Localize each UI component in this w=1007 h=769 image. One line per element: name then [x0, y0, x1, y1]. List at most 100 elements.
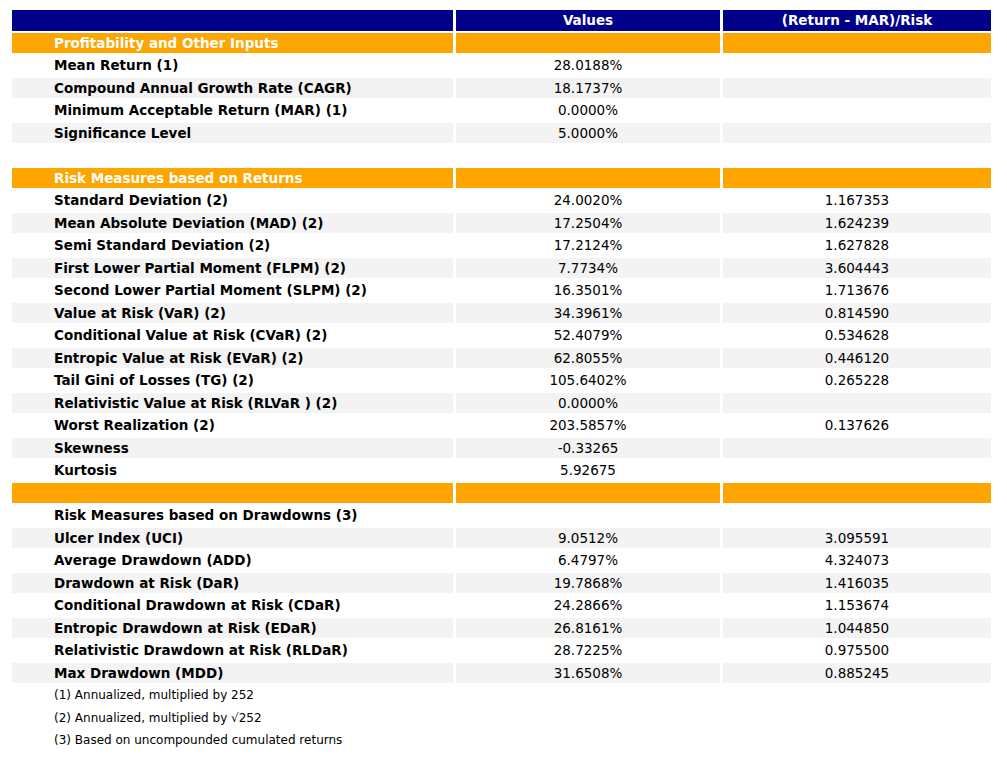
metric-value-cell: 6.4797%: [456, 550, 720, 571]
metric-label-cell: [12, 145, 453, 166]
metric-value-cell: [456, 708, 720, 729]
metric-label-cell: Risk Measures based on Returns: [12, 168, 453, 189]
table-row: Risk Measures based on Drawdowns (3): [12, 505, 991, 526]
metric-ratio-cell: 0.885245: [723, 663, 991, 684]
table-row: [12, 145, 991, 166]
metric-label-cell: Second Lower Partial Moment (SLPM) (2): [12, 280, 453, 301]
metric-ratio-cell: [723, 145, 991, 166]
column-header-return-mar-risk: (Return - MAR)/Risk: [723, 10, 991, 31]
table-row: Value at Risk (VaR) (2) 34.3961% 0.81459…: [12, 303, 991, 324]
metric-ratio-cell: 4.324073: [723, 550, 991, 571]
table-row: Significance Level 5.0000%: [12, 123, 991, 144]
table-row: Relativistic Value at Risk (RLVaR ) (2) …: [12, 393, 991, 414]
metric-ratio-cell: 1.713676: [723, 280, 991, 301]
table-row: Conditional Value at Risk (CVaR) (2) 52.…: [12, 325, 991, 346]
metric-label-cell: Skewness: [12, 438, 453, 459]
metric-label-cell: Mean Absolute Deviation (MAD) (2): [12, 213, 453, 234]
metric-ratio-cell: 3.095591: [723, 528, 991, 549]
risk-metrics-table: Values (Return - MAR)/Risk Profitability…: [9, 8, 994, 753]
metric-value-cell: [456, 483, 720, 504]
metric-value-cell: [456, 685, 720, 706]
metric-label-cell: Minimum Acceptable Return (MAR) (1): [12, 100, 453, 121]
metric-ratio-cell: [723, 55, 991, 76]
metric-ratio-cell: 1.627828: [723, 235, 991, 256]
metric-value-cell: 26.8161%: [456, 618, 720, 639]
metric-label-cell: Mean Return (1): [12, 55, 453, 76]
metric-label-cell: Standard Deviation (2): [12, 190, 453, 211]
table-row: Average Drawdown (ADD) 6.4797% 4.324073: [12, 550, 991, 571]
metric-value-cell: 0.0000%: [456, 100, 720, 121]
table-row: Tail Gini of Losses (TG) (2) 105.6402% 0…: [12, 370, 991, 391]
table-row: Semi Standard Deviation (2) 17.2124% 1.6…: [12, 235, 991, 256]
metric-ratio-cell: [723, 78, 991, 99]
table-row: (2) Annualized, multiplied by √252: [12, 708, 991, 729]
metric-value-cell: 105.6402%: [456, 370, 720, 391]
metric-ratio-cell: [723, 708, 991, 729]
table-row: Worst Realization (2) 203.5857% 0.137626: [12, 415, 991, 436]
metric-ratio-cell: [723, 438, 991, 459]
metric-label-cell: (3) Based on uncompounded cumulated retu…: [12, 730, 453, 751]
metric-ratio-cell: [723, 730, 991, 751]
metric-ratio-cell: [723, 505, 991, 526]
metric-value-cell: 16.3501%: [456, 280, 720, 301]
metric-label-cell: Worst Realization (2): [12, 415, 453, 436]
metric-ratio-cell: 0.265228: [723, 370, 991, 391]
metric-ratio-cell: [723, 685, 991, 706]
metric-label-cell: [12, 483, 453, 504]
metric-value-cell: 9.0512%: [456, 528, 720, 549]
metric-ratio-cell: 0.534628: [723, 325, 991, 346]
metric-value-cell: 0.0000%: [456, 393, 720, 414]
metric-ratio-cell: 3.604443: [723, 258, 991, 279]
metric-label-cell: Kurtosis: [12, 460, 453, 481]
metric-value-cell: 62.8055%: [456, 348, 720, 369]
table-row: Second Lower Partial Moment (SLPM) (2) 1…: [12, 280, 991, 301]
metric-label-cell: Conditional Drawdown at Risk (CDaR): [12, 595, 453, 616]
column-header-values: Values: [456, 10, 720, 31]
metric-ratio-cell: 0.137626: [723, 415, 991, 436]
metric-label-cell: Risk Measures based on Drawdowns (3): [12, 505, 453, 526]
metric-label-cell: Max Drawdown (MDD): [12, 663, 453, 684]
metric-ratio-cell: 1.416035: [723, 573, 991, 594]
metric-label-cell: Semi Standard Deviation (2): [12, 235, 453, 256]
table-row: Drawdown at Risk (DaR) 19.7868% 1.416035: [12, 573, 991, 594]
metric-value-cell: -0.33265: [456, 438, 720, 459]
metric-label-cell: Entropic Value at Risk (EVaR) (2): [12, 348, 453, 369]
table-row: Relativistic Drawdown at Risk (RLDaR) 28…: [12, 640, 991, 661]
metric-label-cell: Significance Level: [12, 123, 453, 144]
metric-label-cell: Compound Annual Growth Rate (CAGR): [12, 78, 453, 99]
table-row: Skewness -0.33265: [12, 438, 991, 459]
metric-value-cell: [456, 505, 720, 526]
metric-value-cell: 24.0020%: [456, 190, 720, 211]
metric-value-cell: 24.2866%: [456, 595, 720, 616]
metric-ratio-cell: 0.446120: [723, 348, 991, 369]
table-row: (1) Annualized, multiplied by 252: [12, 685, 991, 706]
metric-label-cell: Entropic Drawdown at Risk (EDaR): [12, 618, 453, 639]
metric-ratio-cell: 1.624239: [723, 213, 991, 234]
metric-ratio-cell: 0.814590: [723, 303, 991, 324]
metric-value-cell: 31.6508%: [456, 663, 720, 684]
metric-value-cell: 17.2124%: [456, 235, 720, 256]
table-row: Standard Deviation (2) 24.0020% 1.167353: [12, 190, 991, 211]
table-row: Mean Absolute Deviation (MAD) (2) 17.250…: [12, 213, 991, 234]
table-row: Ulcer Index (UCI) 9.0512% 3.095591: [12, 528, 991, 549]
table-header-row: Values (Return - MAR)/Risk: [12, 10, 991, 31]
metric-value-cell: 28.0188%: [456, 55, 720, 76]
metric-label-cell: (1) Annualized, multiplied by 252: [12, 685, 453, 706]
metric-label-cell: Value at Risk (VaR) (2): [12, 303, 453, 324]
metric-ratio-cell: [723, 460, 991, 481]
metric-value-cell: [456, 145, 720, 166]
metric-ratio-cell: 1.167353: [723, 190, 991, 211]
table-row: (3) Based on uncompounded cumulated retu…: [12, 730, 991, 751]
metric-label-cell: Ulcer Index (UCI): [12, 528, 453, 549]
metric-label-cell: Profitability and Other Inputs: [12, 33, 453, 54]
metric-value-cell: 5.0000%: [456, 123, 720, 144]
metric-label-cell: Conditional Value at Risk (CVaR) (2): [12, 325, 453, 346]
column-header-metric: [12, 10, 453, 31]
table-row: Minimum Acceptable Return (MAR) (1) 0.00…: [12, 100, 991, 121]
metric-ratio-cell: [723, 168, 991, 189]
metric-label-cell: Tail Gini of Losses (TG) (2): [12, 370, 453, 391]
table-row: Risk Measures based on Returns: [12, 168, 991, 189]
metric-label-cell: (2) Annualized, multiplied by √252: [12, 708, 453, 729]
metric-value-cell: 7.7734%: [456, 258, 720, 279]
metric-label-cell: Drawdown at Risk (DaR): [12, 573, 453, 594]
